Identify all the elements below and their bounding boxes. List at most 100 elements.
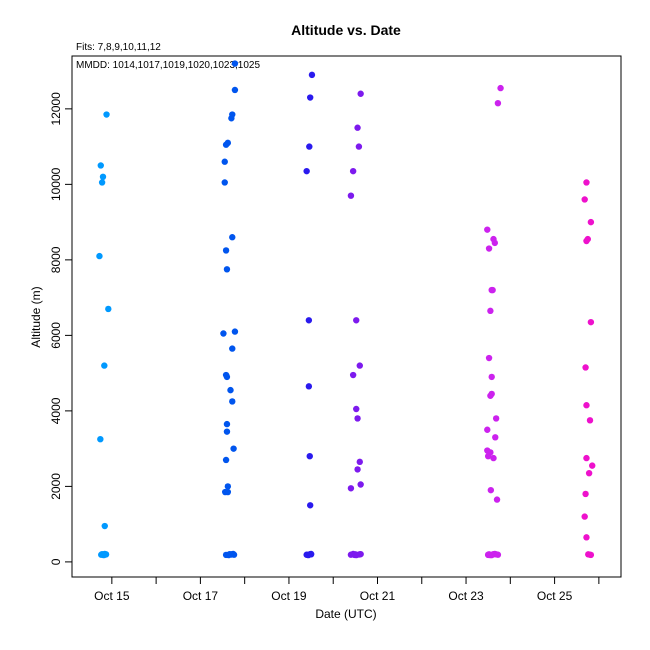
data-point xyxy=(487,486,495,494)
mmdd-label: MMDD: 1014,1017,1019,1020,1023,1025 xyxy=(76,60,260,71)
data-point xyxy=(105,305,112,313)
data-point xyxy=(485,354,493,362)
data-point xyxy=(587,551,595,559)
data-point xyxy=(587,318,595,326)
data-point xyxy=(582,490,589,498)
data-point xyxy=(224,483,232,490)
data-point xyxy=(228,115,235,122)
data-point xyxy=(229,550,237,558)
data-point xyxy=(357,550,364,558)
data-point xyxy=(497,84,504,92)
data-point xyxy=(347,485,355,492)
data-point xyxy=(589,462,596,469)
data-point xyxy=(488,551,495,559)
series-1020 xyxy=(347,90,364,559)
data-point xyxy=(103,111,110,118)
data-point xyxy=(101,522,108,530)
y-tick-label: 2000 xyxy=(49,473,63,500)
data-point xyxy=(222,141,230,148)
data-point xyxy=(349,371,357,379)
data-point xyxy=(223,373,231,381)
data-point xyxy=(353,405,360,413)
series-1014 xyxy=(96,111,112,559)
data-point xyxy=(347,192,355,199)
data-point xyxy=(306,94,314,101)
x-tick-label: Oct 19 xyxy=(271,589,307,603)
data-point xyxy=(220,330,227,337)
data-point xyxy=(484,426,491,433)
data-point xyxy=(101,550,108,558)
data-point xyxy=(229,345,236,352)
data-point xyxy=(354,415,361,422)
data-point xyxy=(581,513,588,520)
x-tick-label: Oct 23 xyxy=(448,589,484,603)
chart-title: Altitude vs. Date xyxy=(291,22,401,38)
data-point xyxy=(221,158,228,165)
y-tick-label: 4000 xyxy=(49,397,63,424)
series-1019 xyxy=(303,71,316,559)
data-point xyxy=(305,383,313,390)
y-axis: 0 2000 4000 6000 8000 10000 12000 xyxy=(49,92,72,565)
data-point xyxy=(488,373,495,381)
data-point xyxy=(308,71,316,79)
data-point xyxy=(484,226,491,233)
series-1025 xyxy=(581,179,596,559)
data-point xyxy=(490,454,497,462)
y-tick-label: 6000 xyxy=(49,322,63,349)
data-point xyxy=(356,458,363,466)
data-point xyxy=(355,143,363,150)
data-point xyxy=(493,496,501,503)
x-axis: Oct 15 Oct 17 Oct 19 Oct 21 Oct 23 Oct 25 xyxy=(94,577,600,603)
data-point xyxy=(587,218,595,226)
data-point xyxy=(491,239,499,247)
data-point xyxy=(231,86,239,94)
y-tick-label: 0 xyxy=(49,558,63,565)
y-axis-label: Altitude (m) xyxy=(29,286,43,347)
data-point xyxy=(494,99,502,107)
data-point xyxy=(97,162,104,169)
data-point xyxy=(586,417,594,424)
data-point xyxy=(99,173,107,181)
data-point xyxy=(96,252,103,260)
data-point xyxy=(354,124,361,131)
data-point xyxy=(306,502,314,509)
data-point xyxy=(230,445,237,452)
data-point xyxy=(222,456,230,464)
plot-frame xyxy=(71,55,622,578)
data-point xyxy=(354,466,361,473)
data-point xyxy=(98,179,106,186)
data-point xyxy=(307,550,315,558)
data-point xyxy=(484,452,492,460)
data-point xyxy=(221,179,228,186)
data-point xyxy=(229,234,236,241)
data-point xyxy=(357,481,364,488)
series-1023 xyxy=(484,84,504,559)
data-point xyxy=(485,245,493,252)
data-point xyxy=(353,317,360,324)
data-point xyxy=(231,328,239,335)
data-point xyxy=(357,90,364,97)
data-point xyxy=(222,247,230,254)
data-point xyxy=(582,364,589,371)
data-point xyxy=(583,534,590,541)
data-point xyxy=(492,415,500,422)
data-point xyxy=(494,551,502,558)
fits-label: Fits: 7,8,9,10,11,12 xyxy=(76,42,161,53)
data-points xyxy=(96,60,596,559)
data-point xyxy=(487,307,494,315)
data-point xyxy=(352,551,359,558)
y-tick-label: 8000 xyxy=(49,246,63,273)
x-tick-label: Oct 15 xyxy=(94,589,130,603)
data-point xyxy=(356,362,363,369)
data-point xyxy=(306,143,313,150)
data-point xyxy=(223,266,231,273)
y-tick-label: 10000 xyxy=(49,167,63,201)
data-point xyxy=(223,428,231,435)
data-point xyxy=(97,435,104,443)
data-point xyxy=(229,398,236,405)
x-tick-label: Oct 17 xyxy=(183,589,219,603)
data-point xyxy=(303,167,310,175)
data-point xyxy=(583,454,590,462)
x-tick-label: Oct 21 xyxy=(360,589,396,603)
